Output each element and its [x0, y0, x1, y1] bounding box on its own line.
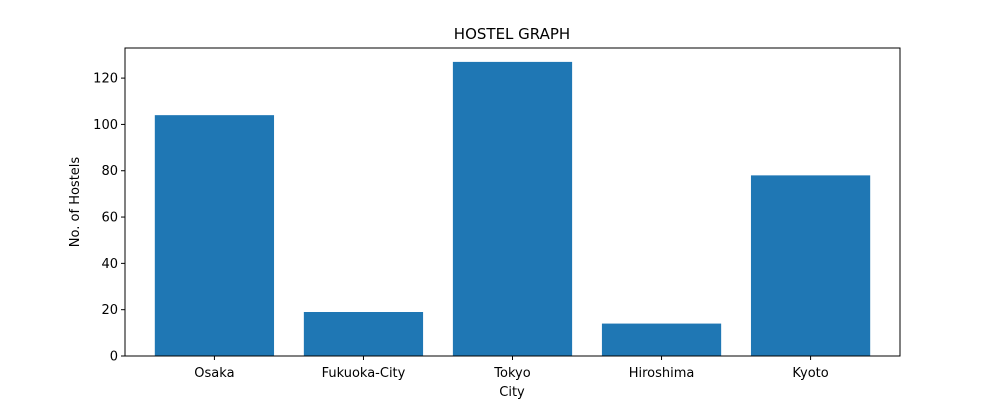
bar-kyoto [750, 175, 871, 356]
x-tick-label: Tokyo [493, 366, 530, 381]
x-tick-label: Fukuoka-City [322, 366, 406, 381]
bar-fukuoka-city [303, 312, 424, 356]
y-tick-label: 100 [93, 118, 118, 133]
y-tick-label: 0 [110, 350, 118, 365]
x-tick-label: Hiroshima [629, 366, 695, 381]
chart-title: HOSTEL GRAPH [454, 25, 570, 43]
x-tick-label: Osaka [194, 366, 234, 381]
y-tick-label: 80 [101, 164, 118, 179]
y-tick-label: 40 [101, 257, 118, 272]
bar-hiroshima [601, 323, 722, 356]
y-tick-label: 120 [93, 72, 118, 87]
bar-osaka [154, 115, 275, 356]
y-tick-label: 20 [101, 303, 118, 318]
y-tick-label: 60 [101, 211, 118, 226]
x-axis-label: City [499, 385, 525, 400]
bars-group [154, 61, 871, 356]
y-axis-label: No. of Hostels [68, 157, 83, 248]
bar-tokyo [452, 61, 573, 356]
x-axis-ticks: Osaka Fukuoka-City Tokyo Hiroshima Kyoto [194, 356, 829, 381]
x-tick-label: Kyoto [792, 366, 828, 381]
y-axis-ticks: 0 20 40 60 80 100 120 [93, 72, 125, 365]
